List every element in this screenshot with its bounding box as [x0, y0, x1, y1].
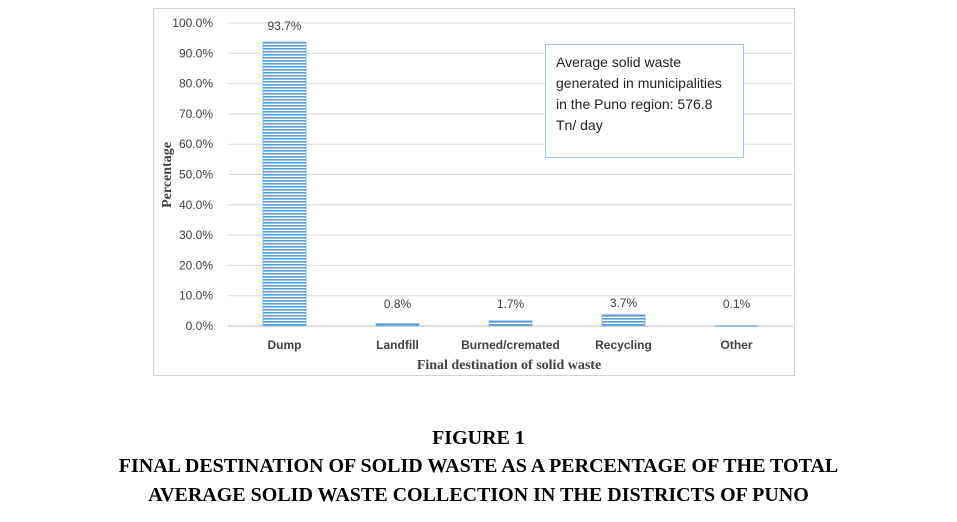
bar-burned-cremated: [488, 320, 533, 327]
figure-caption: FIGURE 1 FINAL DESTINATION OF SOLID WAST…: [0, 424, 957, 510]
data-label: 0.1%: [723, 297, 751, 311]
figure-title-line-2: AVERAGE SOLID WASTE COLLECTION IN THE DI…: [148, 484, 809, 506]
category-label: Recycling: [595, 338, 652, 352]
y-tick-label: 60.0%: [179, 137, 213, 151]
data-labels: 93.7% 0.8% 1.7% 3.7% 0.1%: [267, 19, 750, 311]
y-axis-title: Percentage: [160, 142, 175, 208]
data-label: 0.8%: [384, 297, 412, 311]
category-label: Landfill: [376, 338, 419, 352]
data-label: 1.7%: [497, 297, 525, 311]
y-tick-label: 20.0%: [179, 258, 213, 272]
y-tick-label: 80.0%: [179, 77, 213, 91]
bar-dump: [262, 41, 307, 327]
category-label: Burned/cremated: [461, 338, 560, 352]
y-tick-label: 10.0%: [179, 289, 213, 303]
bars: [262, 41, 759, 327]
x-axis-title: Final destination of solid waste: [417, 358, 601, 373]
y-tick-label: 30.0%: [179, 228, 213, 242]
y-tick-label: 50.0%: [179, 168, 213, 182]
y-tick-label: 40.0%: [179, 198, 213, 212]
y-tick-label: 90.0%: [179, 46, 213, 60]
y-tick-label: 70.0%: [179, 107, 213, 121]
bar-landfill: [375, 323, 420, 327]
data-label: 93.7%: [267, 19, 301, 33]
annotation-box: Average solid waste generated in municip…: [545, 44, 744, 158]
y-tick-label: 100.0%: [172, 16, 213, 30]
y-tick-label: 0.0%: [186, 319, 214, 333]
category-label: Other: [720, 338, 752, 352]
y-tick-labels: 0.0% 10.0% 20.0% 30.0% 40.0% 50.0% 60.0% 70.0% 8…: [172, 16, 213, 333]
figure-title-line-1: FINAL DESTINATION OF SOLID WASTE AS A PE…: [118, 455, 839, 477]
bar-other: [714, 325, 759, 327]
category-label: Dump: [268, 338, 302, 352]
bar-recycling: [601, 314, 646, 327]
data-label: 3.7%: [610, 296, 638, 310]
category-labels: Dump Landfill Burned/cremated Recycling Othe…: [268, 338, 753, 352]
figure-label: FIGURE 1: [432, 427, 525, 449]
